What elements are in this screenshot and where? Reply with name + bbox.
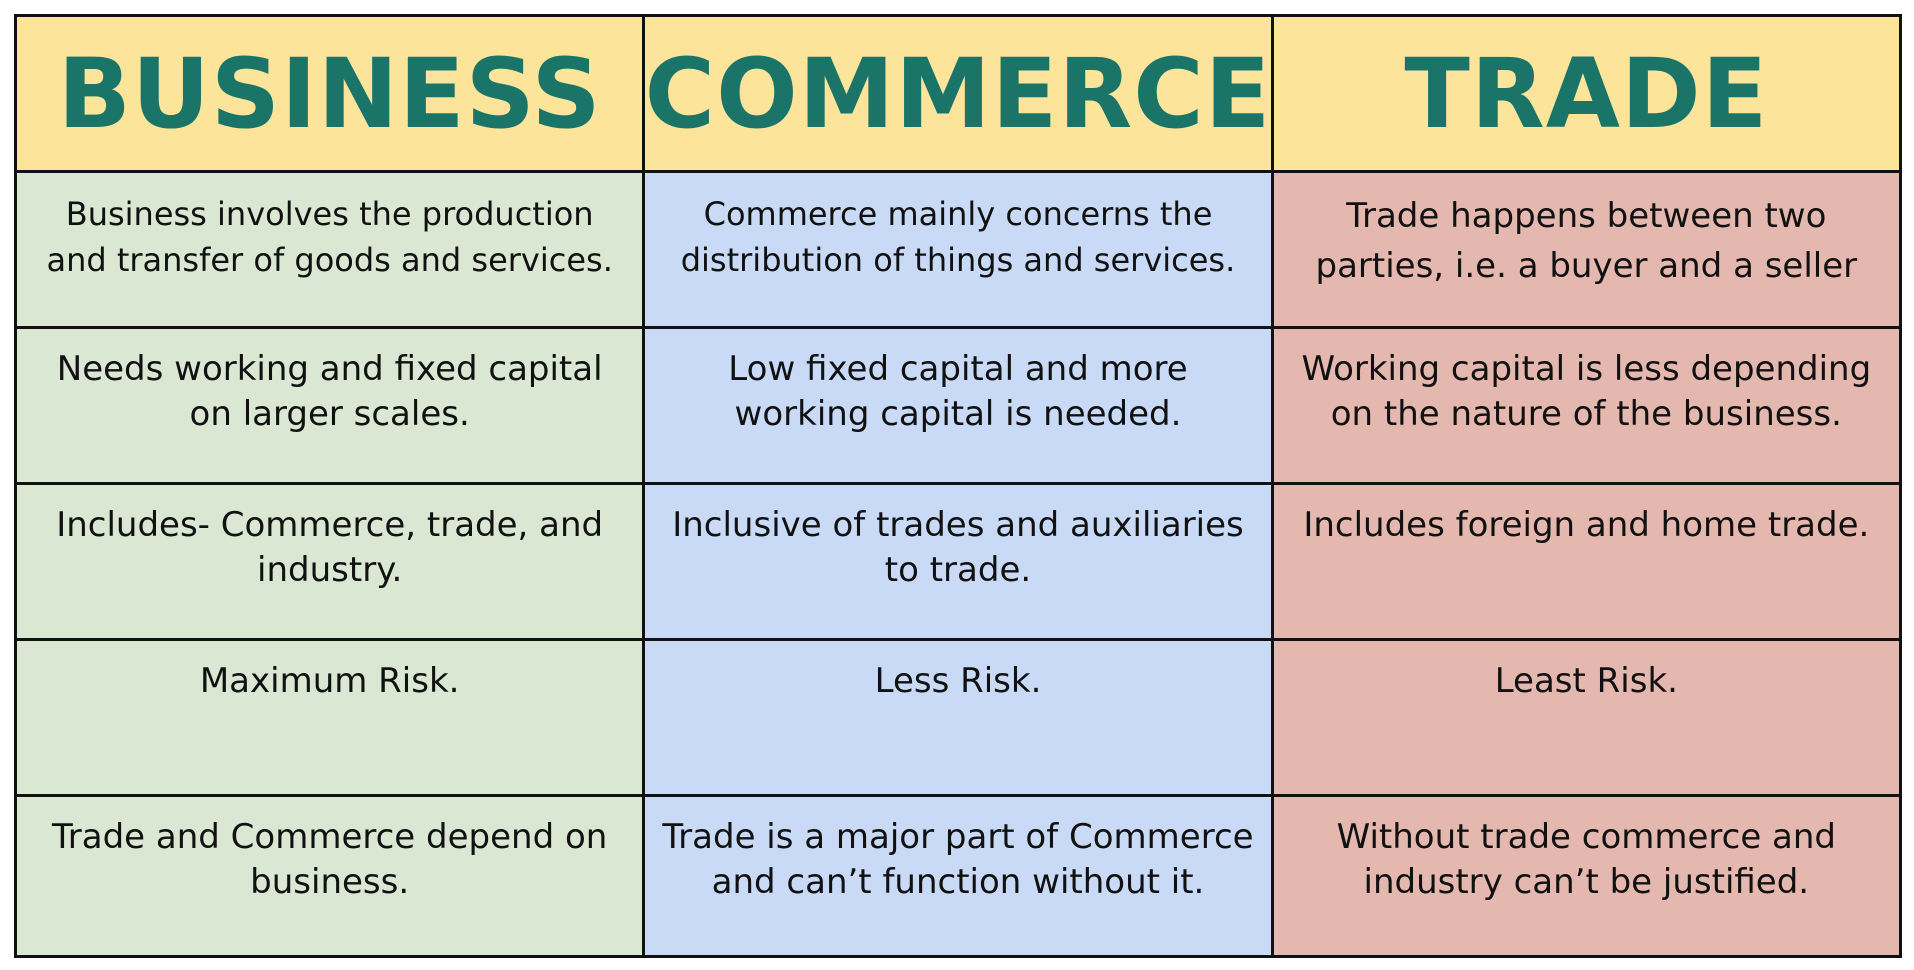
table-cell-business-row5: Trade and Commerce depend on business.	[17, 797, 643, 955]
cell-text: Business involves the production and tra…	[46, 195, 613, 279]
cell-text: Low fixed capital and more working capit…	[728, 349, 1188, 434]
table-cell-commerce-row5: Trade is a major part of Commerce and ca…	[645, 797, 1271, 955]
table-cell-business-row2: Needs working and fixed capital on large…	[17, 329, 643, 482]
header-trade-label: TRADE	[1404, 37, 1769, 150]
cell-text: Inclusive of trades and auxiliaries to t…	[672, 505, 1244, 590]
cell-text: Less Risk.	[874, 661, 1042, 701]
table-cell-business-row3: Includes- Commerce, trade, and industry.	[17, 485, 643, 638]
header-business-label: BUSINESS	[57, 37, 602, 150]
header-trade: TRADE	[1273, 17, 1899, 170]
table-cell-trade-row2: Working capital is less depending on the…	[1273, 329, 1899, 482]
cell-text: Without trade commerce and industry can’…	[1336, 817, 1837, 902]
table-cell-commerce-row2: Low fixed capital and more working capit…	[645, 329, 1271, 482]
header-business: BUSINESS	[17, 17, 643, 170]
table-cell-business-row4: Maximum Risk.	[17, 641, 643, 794]
table-cell-trade-row1: Trade happens between two parties, i.e. …	[1273, 173, 1899, 326]
cell-text: Working capital is less depending on the…	[1301, 349, 1872, 434]
table-cell-commerce-row1: Commerce mainly concerns the distributio…	[645, 173, 1271, 326]
table-cell-trade-row4: Least Risk.	[1273, 641, 1899, 794]
comparison-table: BUSINESS COMMERCE TRADE Business involve…	[14, 14, 1902, 958]
table-cell-commerce-row4: Less Risk.	[645, 641, 1271, 794]
cell-text: Trade is a major part of Commerce and ca…	[662, 817, 1254, 902]
cell-text: Trade and Commerce depend on business.	[52, 817, 608, 902]
table-cell-trade-row5: Without trade commerce and industry can’…	[1273, 797, 1899, 955]
table-cell-business-row1: Business involves the production and tra…	[17, 173, 643, 326]
table-cell-commerce-row3: Inclusive of trades and auxiliaries to t…	[645, 485, 1271, 638]
header-commerce: COMMERCE	[645, 17, 1271, 170]
cell-text: Least Risk.	[1494, 661, 1678, 701]
cell-text: Includes foreign and home trade.	[1303, 505, 1870, 545]
cell-text: Maximum Risk.	[199, 661, 460, 701]
cell-text: Includes- Commerce, trade, and industry.	[56, 505, 604, 590]
cell-text: Trade happens between two parties, i.e. …	[1315, 196, 1858, 286]
header-commerce-label: COMMERCE	[645, 37, 1271, 150]
table-cell-trade-row3: Includes foreign and home trade.	[1273, 485, 1899, 638]
cell-text: Needs working and fixed capital on large…	[56, 349, 603, 434]
cell-text: Commerce mainly concerns the distributio…	[680, 195, 1236, 279]
